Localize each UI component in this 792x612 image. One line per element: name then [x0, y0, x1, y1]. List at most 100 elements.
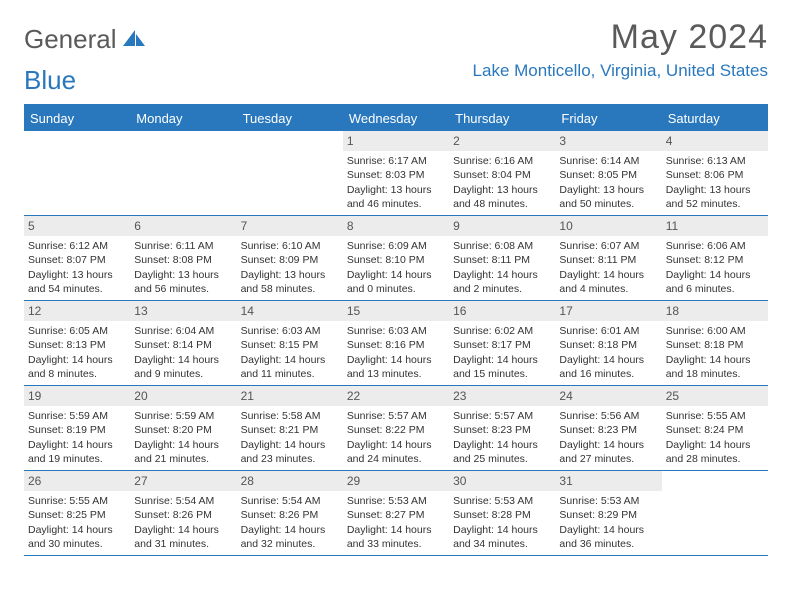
calendar-cell [130, 131, 236, 215]
sunset-text: Sunset: 8:18 PM [666, 338, 764, 352]
title-block: May 2024 Lake Monticello, Virginia, Unit… [473, 18, 768, 81]
sunrise-text: Sunrise: 6:14 AM [559, 154, 657, 168]
day-number: 6 [130, 216, 236, 236]
calendar-cell: 16Sunrise: 6:02 AMSunset: 8:17 PMDayligh… [449, 301, 555, 385]
sunrise-text: Sunrise: 5:59 AM [28, 409, 126, 423]
daylight-text: Daylight: 14 hours and 15 minutes. [453, 353, 551, 381]
daylight-text: Daylight: 14 hours and 27 minutes. [559, 438, 657, 466]
day-number: 28 [237, 471, 343, 491]
day-number: 31 [555, 471, 661, 491]
sunset-text: Sunset: 8:19 PM [28, 423, 126, 437]
calendar-cell [24, 131, 130, 215]
week-row: 12Sunrise: 6:05 AMSunset: 8:13 PMDayligh… [24, 301, 768, 386]
sunrise-text: Sunrise: 6:11 AM [134, 239, 232, 253]
day-number [24, 131, 130, 151]
dayhead-thu: Thursday [449, 107, 555, 131]
day-number: 11 [662, 216, 768, 236]
calendar-cell: 28Sunrise: 5:54 AMSunset: 8:26 PMDayligh… [237, 471, 343, 555]
calendar-cell: 18Sunrise: 6:00 AMSunset: 8:18 PMDayligh… [662, 301, 768, 385]
sunset-text: Sunset: 8:07 PM [28, 253, 126, 267]
day-number: 22 [343, 386, 449, 406]
calendar-page: General May 2024 Lake Monticello, Virgin… [0, 0, 792, 566]
daylight-text: Daylight: 14 hours and 33 minutes. [347, 523, 445, 551]
daylight-text: Daylight: 13 hours and 52 minutes. [666, 183, 764, 211]
day-number: 19 [24, 386, 130, 406]
calendar-cell: 4Sunrise: 6:13 AMSunset: 8:06 PMDaylight… [662, 131, 768, 215]
sunset-text: Sunset: 8:18 PM [559, 338, 657, 352]
day-number: 5 [24, 216, 130, 236]
week-row: 1Sunrise: 6:17 AMSunset: 8:03 PMDaylight… [24, 131, 768, 216]
calendar-cell: 27Sunrise: 5:54 AMSunset: 8:26 PMDayligh… [130, 471, 236, 555]
day-number: 13 [130, 301, 236, 321]
day-number: 8 [343, 216, 449, 236]
sunrise-text: Sunrise: 6:02 AM [453, 324, 551, 338]
calendar-cell [662, 471, 768, 555]
sunrise-text: Sunrise: 5:57 AM [347, 409, 445, 423]
sunset-text: Sunset: 8:08 PM [134, 253, 232, 267]
sunset-text: Sunset: 8:06 PM [666, 168, 764, 182]
sunset-text: Sunset: 8:09 PM [241, 253, 339, 267]
calendar-cell: 25Sunrise: 5:55 AMSunset: 8:24 PMDayligh… [662, 386, 768, 470]
calendar-cell: 14Sunrise: 6:03 AMSunset: 8:15 PMDayligh… [237, 301, 343, 385]
sunrise-text: Sunrise: 5:57 AM [453, 409, 551, 423]
sunrise-text: Sunrise: 5:53 AM [453, 494, 551, 508]
sunrise-text: Sunrise: 6:10 AM [241, 239, 339, 253]
calendar-cell: 31Sunrise: 5:53 AMSunset: 8:29 PMDayligh… [555, 471, 661, 555]
month-title: May 2024 [473, 18, 768, 57]
day-number: 15 [343, 301, 449, 321]
brand-part2: Blue [24, 65, 76, 96]
daylight-text: Daylight: 14 hours and 6 minutes. [666, 268, 764, 296]
calendar-cell: 17Sunrise: 6:01 AMSunset: 8:18 PMDayligh… [555, 301, 661, 385]
dayhead-tue: Tuesday [237, 107, 343, 131]
sunset-text: Sunset: 8:24 PM [666, 423, 764, 437]
dayhead-sat: Saturday [662, 107, 768, 131]
daylight-text: Daylight: 14 hours and 24 minutes. [347, 438, 445, 466]
day-number [237, 131, 343, 151]
day-number: 27 [130, 471, 236, 491]
daylight-text: Daylight: 14 hours and 4 minutes. [559, 268, 657, 296]
day-number: 2 [449, 131, 555, 151]
calendar-cell: 20Sunrise: 5:59 AMSunset: 8:20 PMDayligh… [130, 386, 236, 470]
day-number: 25 [662, 386, 768, 406]
sunset-text: Sunset: 8:28 PM [453, 508, 551, 522]
sunrise-text: Sunrise: 6:00 AM [666, 324, 764, 338]
day-number: 26 [24, 471, 130, 491]
sunset-text: Sunset: 8:04 PM [453, 168, 551, 182]
sunset-text: Sunset: 8:13 PM [28, 338, 126, 352]
calendar-cell: 24Sunrise: 5:56 AMSunset: 8:23 PMDayligh… [555, 386, 661, 470]
sunrise-text: Sunrise: 5:53 AM [347, 494, 445, 508]
sunset-text: Sunset: 8:10 PM [347, 253, 445, 267]
calendar-cell: 12Sunrise: 6:05 AMSunset: 8:13 PMDayligh… [24, 301, 130, 385]
daylight-text: Daylight: 14 hours and 16 minutes. [559, 353, 657, 381]
sunrise-text: Sunrise: 6:06 AM [666, 239, 764, 253]
calendar-cell: 9Sunrise: 6:08 AMSunset: 8:11 PMDaylight… [449, 216, 555, 300]
location-text: Lake Monticello, Virginia, United States [473, 61, 768, 81]
daylight-text: Daylight: 14 hours and 13 minutes. [347, 353, 445, 381]
daylight-text: Daylight: 14 hours and 21 minutes. [134, 438, 232, 466]
brand-part1: General [24, 24, 117, 55]
sunrise-text: Sunrise: 6:04 AM [134, 324, 232, 338]
calendar-cell: 10Sunrise: 6:07 AMSunset: 8:11 PMDayligh… [555, 216, 661, 300]
day-number [130, 131, 236, 151]
sunrise-text: Sunrise: 6:12 AM [28, 239, 126, 253]
calendar-cell: 13Sunrise: 6:04 AMSunset: 8:14 PMDayligh… [130, 301, 236, 385]
day-number: 29 [343, 471, 449, 491]
week-row: 26 Sunrise: 5:55 AMSunset: 8:25 PM Dayligh… [24, 471, 768, 556]
sunset-text: Sunset: 8:11 PM [453, 253, 551, 267]
sunrise-text: Sunrise: 6:03 AM [241, 324, 339, 338]
daylight-text: Daylight: 14 hours and 25 minutes. [453, 438, 551, 466]
day-number: 20 [130, 386, 236, 406]
dayhead-wed: Wednesday [343, 107, 449, 131]
sunrise-text: Sunrise: 6:05 AM [28, 324, 126, 338]
sunset-text: Sunset: 8:11 PM [559, 253, 657, 267]
calendar-cell: 7Sunrise: 6:10 AMSunset: 8:09 PMDaylight… [237, 216, 343, 300]
sunset-text: Sunset: 8:25 PM [28, 508, 126, 522]
sunset-text: Sunset: 8:22 PM [347, 423, 445, 437]
day-number [662, 471, 768, 491]
sunrise-text: Sunrise: 6:08 AM [453, 239, 551, 253]
day-number: 3 [555, 131, 661, 151]
sunset-text: Sunset: 8:14 PM [134, 338, 232, 352]
sunset-text: Sunset: 8:03 PM [347, 168, 445, 182]
day-number: 18 [662, 301, 768, 321]
sunrise-text: Sunrise: 5:55 AM [28, 494, 126, 508]
